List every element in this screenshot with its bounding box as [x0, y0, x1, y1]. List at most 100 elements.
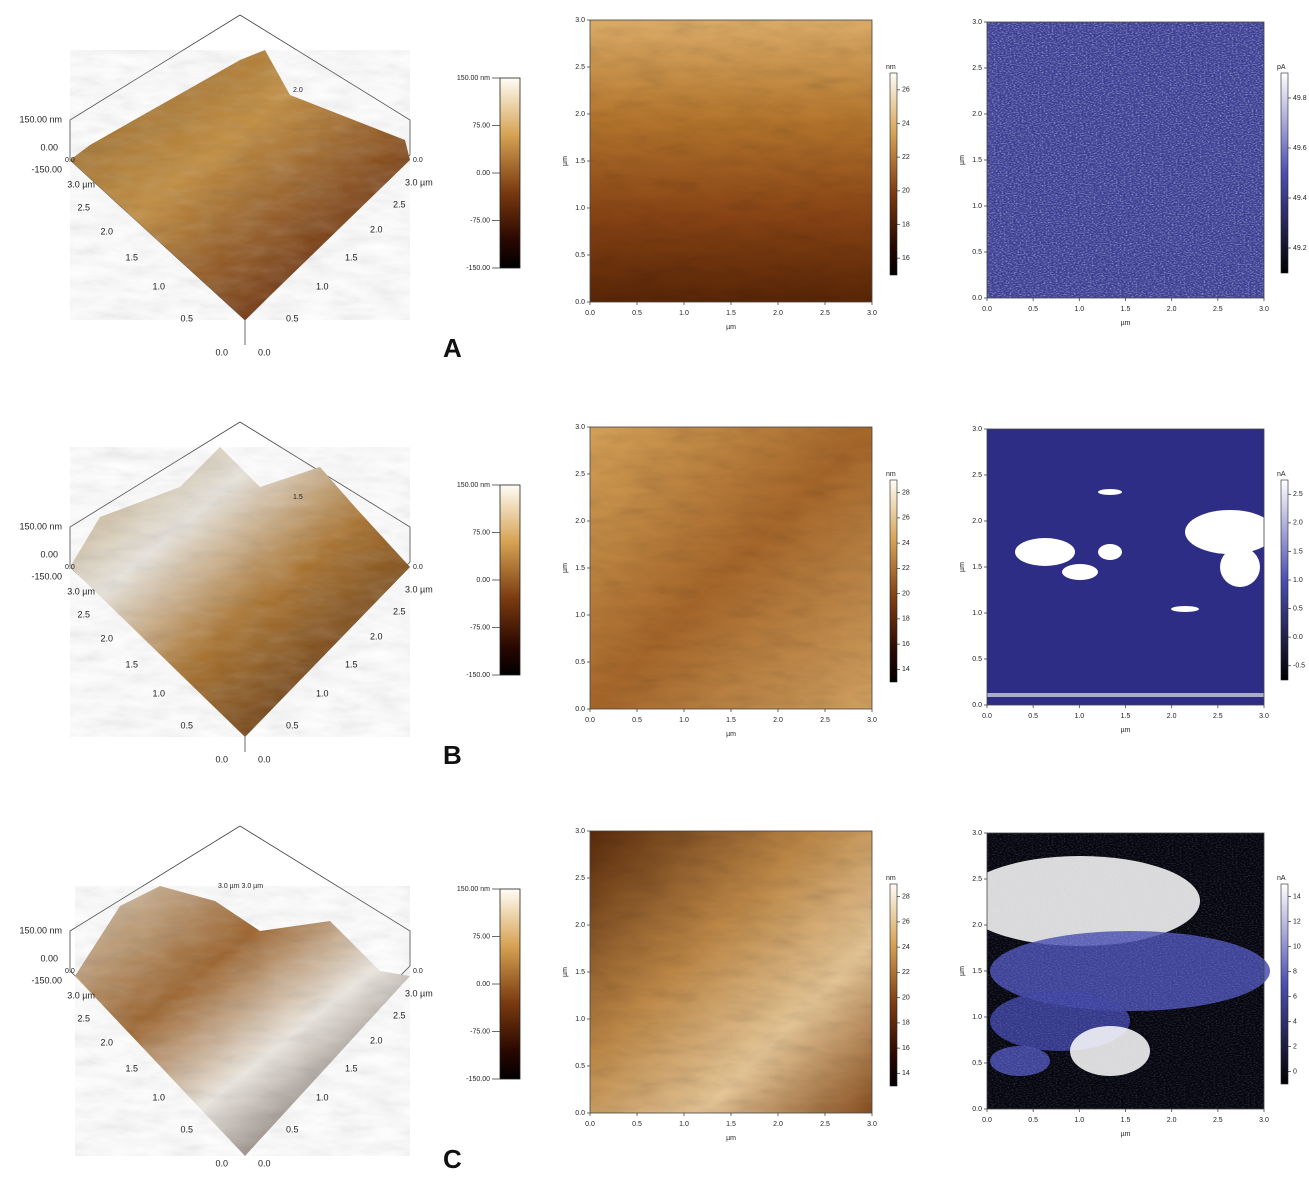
- z-label: -150.00: [31, 164, 62, 174]
- colorbar-label: 0.00: [476, 577, 490, 584]
- x-tick-label: 2.5: [820, 310, 830, 317]
- colorbar-label: 1.0: [1293, 577, 1303, 584]
- y-tick-label: 1.5: [575, 565, 585, 572]
- y-axis-label: µm: [959, 155, 966, 165]
- colorbar-label: 14: [902, 1070, 910, 1077]
- x-tick-label: 3.0: [867, 717, 877, 724]
- current-patch: [1062, 564, 1098, 580]
- colorbar-label: 150.00 nm: [457, 482, 490, 489]
- surface-axis-label: 0.0: [215, 1158, 228, 1168]
- y-tick-label: 0.5: [972, 656, 982, 663]
- z-label: 0.00: [40, 142, 58, 152]
- colorbar-label: 20: [902, 590, 910, 597]
- surface-colorbar: [499, 888, 521, 1080]
- colorbar-label: 16: [902, 641, 910, 648]
- surface-axis-label: 1.0: [152, 688, 165, 698]
- colorbar-label: 75.00: [472, 529, 490, 536]
- colorbar: [1280, 883, 1289, 1085]
- panel-letter: C: [443, 1144, 462, 1174]
- surface-axis-label: 0.5: [286, 720, 299, 730]
- y-tick-label: 2.0: [575, 922, 585, 929]
- y-tick-label: 0.0: [972, 1106, 982, 1113]
- surface-axis-label: 1.5: [345, 1063, 358, 1073]
- panel-row: 150.00 nm 0.00 -150.00 3.0 µm 2.5 2.0 1.5 1.0 0.…: [19, 14, 1307, 363]
- colorbar-label: 75.00: [472, 122, 490, 129]
- colorbar: [889, 883, 898, 1087]
- colorbar-label: 8: [1293, 968, 1297, 975]
- current-texture: [987, 833, 1264, 1109]
- current-patch: [987, 693, 1264, 697]
- surface-texture: [75, 886, 410, 1156]
- x-tick-label: 0.0: [982, 1117, 992, 1124]
- image-texture: [590, 20, 872, 302]
- y-tick-label: 1.0: [972, 203, 982, 210]
- surface-axis-label: 2.5: [77, 202, 90, 212]
- colorbar-label: 49.2: [1293, 245, 1307, 252]
- colorbar-label: 20: [902, 994, 910, 1001]
- y-tick-label: 0.0: [575, 706, 585, 713]
- y-axis-label: µm: [959, 966, 966, 976]
- z-label: 0.00: [40, 953, 58, 963]
- surface-axis-label: 3.0 µm: [67, 179, 95, 189]
- colorbar-label: 10: [1293, 943, 1301, 950]
- colorbar-label: 2.0: [1293, 520, 1303, 527]
- panel-row: 150.00 nm 0.00 -150.00 3.0 µm 2.5 2.0 1.5 1.0 0.…: [19, 421, 1305, 770]
- colorbar-label: 16: [902, 1045, 910, 1052]
- surface-axis-label: 2.0: [100, 633, 113, 643]
- x-tick-label: 0.5: [632, 717, 642, 724]
- y-tick-label: 0.0: [575, 299, 585, 306]
- y-axis-label: µm: [562, 156, 569, 166]
- surface-axis-label: 0.5: [286, 1124, 299, 1134]
- colorbar-label: -75.00: [470, 1028, 490, 1035]
- colorbar-label: 18: [902, 221, 910, 228]
- surface-axis-label: 2.0: [100, 1037, 113, 1047]
- surface-axis-label: 2.5: [393, 199, 406, 209]
- x-tick-label: 1.5: [726, 717, 736, 724]
- surface-axis-label: 2.0: [100, 226, 113, 236]
- x-tick-label: 3.0: [1259, 306, 1269, 313]
- x-axis-label: µm: [726, 731, 736, 738]
- y-tick-label: 2.0: [575, 111, 585, 118]
- surface-axis-label: 1.0: [316, 688, 329, 698]
- z-label: 0.00: [40, 549, 58, 559]
- x-tick-label: 2.5: [1213, 1117, 1223, 1124]
- surface-axis-label: 1.5: [125, 659, 138, 669]
- surface-axis-label: 0.0: [65, 564, 75, 571]
- surface-axis-label: 3.0 µm: [405, 177, 433, 187]
- colorbar-label: 0.00: [476, 981, 490, 988]
- current-texture: [987, 22, 1264, 298]
- current-patch: [1185, 510, 1275, 554]
- x-tick-label: 0.5: [632, 310, 642, 317]
- surface-axis-label: 1.5: [293, 494, 303, 501]
- y-tick-label: 0.0: [972, 702, 982, 709]
- x-tick-label: 1.5: [726, 1121, 736, 1128]
- colorbar-label: -150.00: [466, 672, 490, 679]
- colorbar-label: -75.00: [470, 624, 490, 631]
- image-texture: [590, 831, 872, 1113]
- y-tick-label: 2.5: [575, 64, 585, 71]
- colorbar-label: -75.00: [470, 217, 490, 224]
- surface-axis-label: 2.5: [77, 609, 90, 619]
- y-tick-label: 1.5: [575, 158, 585, 165]
- y-tick-label: 3.0: [575, 424, 585, 431]
- colorbar-unit: nm: [886, 471, 896, 478]
- colorbar-label: 49.8: [1293, 95, 1307, 102]
- x-tick-label: 1.0: [679, 1121, 689, 1128]
- colorbar-label: 20: [902, 188, 910, 195]
- colorbar-label: 14: [1293, 893, 1301, 900]
- surface-axis-label: 1.5: [125, 1063, 138, 1073]
- surface-axis-label: 1.0: [152, 1092, 165, 1102]
- surface-axis-label: 0.5: [180, 313, 193, 323]
- y-tick-label: 2.0: [972, 922, 982, 929]
- colorbar-label: 0: [1293, 1068, 1297, 1075]
- colorbar-label: 1.5: [1293, 548, 1303, 555]
- colorbar-label: 26: [902, 515, 910, 522]
- colorbar: [889, 72, 898, 276]
- colorbar-label: 24: [902, 944, 910, 951]
- colorbar-label: 75.00: [472, 933, 490, 940]
- y-tick-label: 3.0: [972, 426, 982, 433]
- y-tick-label: 0.5: [575, 659, 585, 666]
- colorbar-label: 28: [902, 489, 910, 496]
- surface-axis-label: 0.0: [413, 564, 423, 571]
